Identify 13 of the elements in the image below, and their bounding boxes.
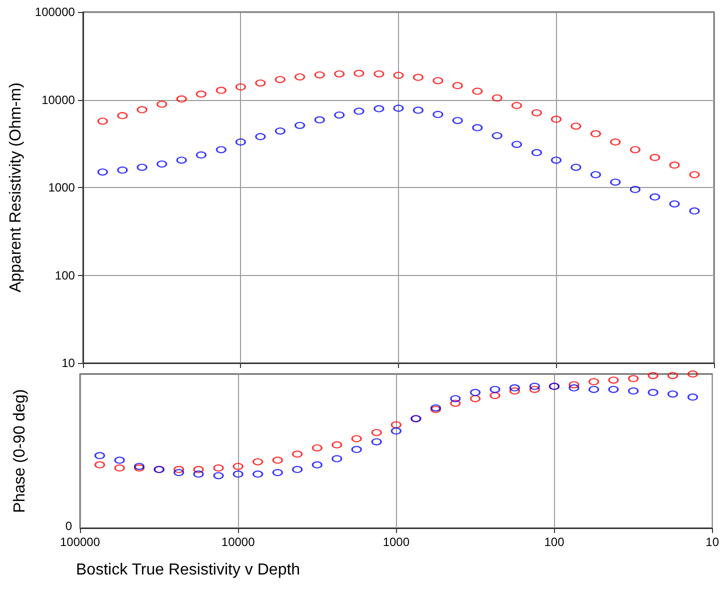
text: 0 — [65, 519, 72, 533]
y-axis-title: Phase (0-90 deg) — [12, 389, 28, 513]
y-tick-label: 10000 — [42, 92, 76, 107]
y-tick-label: 100 — [54, 268, 76, 282]
x-tick-label: 1000 — [382, 535, 410, 549]
y-tick-label: 1000 — [48, 180, 76, 194]
y-tick-label: 10 — [62, 356, 76, 370]
x-tick-label: 10 — [706, 535, 720, 549]
x-tick-label: 100 — [544, 535, 565, 549]
y-tick-label: 100000 — [34, 5, 76, 19]
x-tick-label: 10000 — [221, 535, 256, 549]
y-axis-title: Apparent Resistivity (Ohm-m) — [8, 82, 24, 292]
x-axis-title: Bostick True Resistivity v Depth — [76, 562, 300, 578]
